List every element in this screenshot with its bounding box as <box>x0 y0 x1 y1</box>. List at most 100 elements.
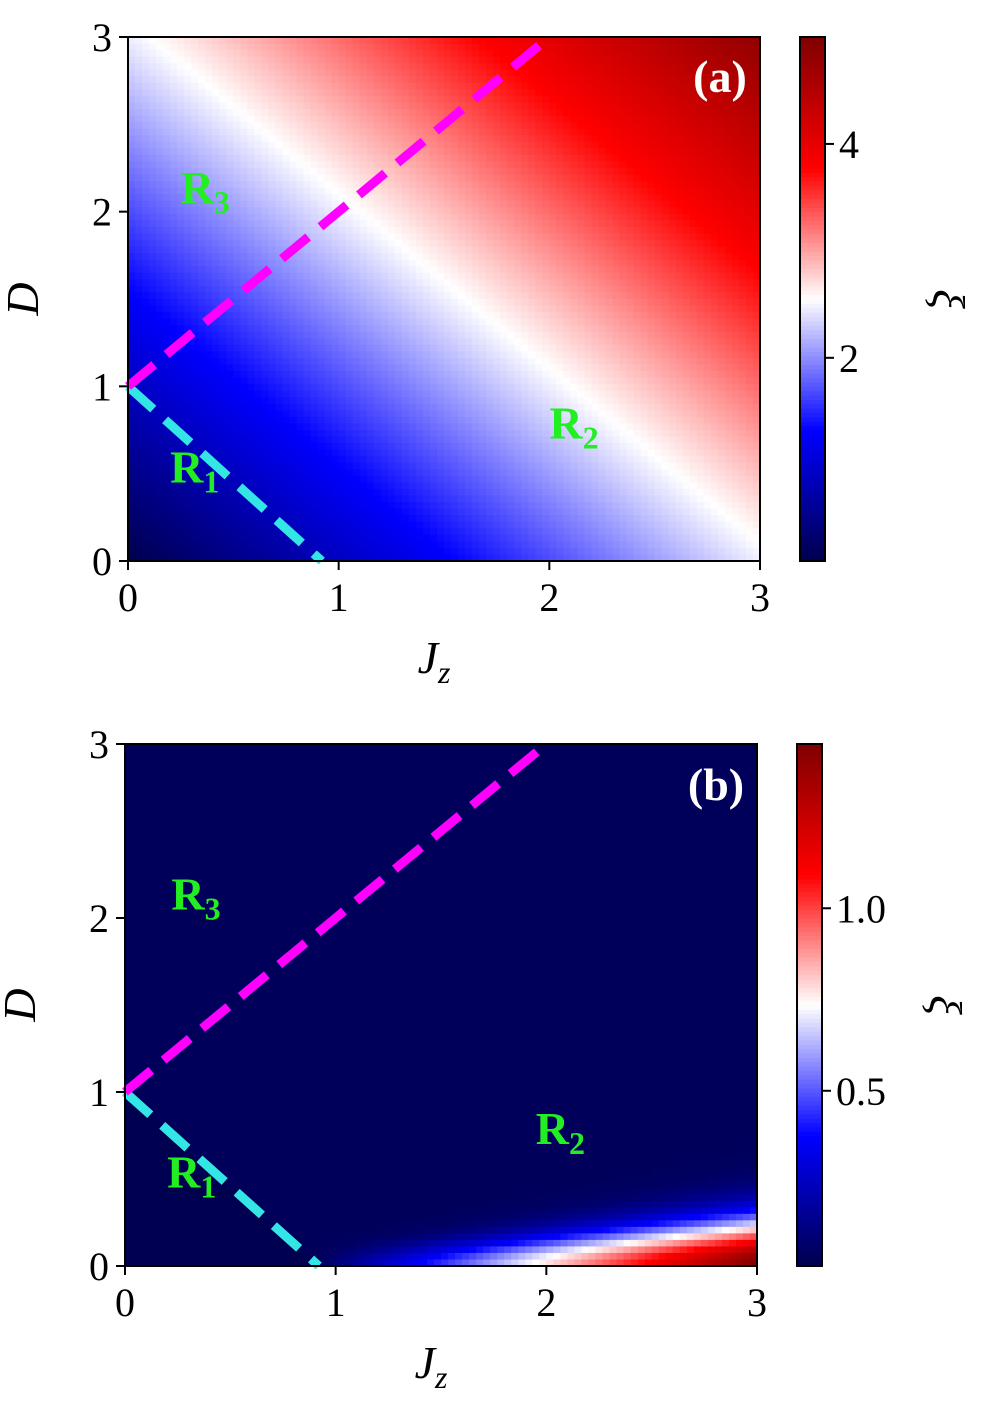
heatmap-cell <box>177 390 185 398</box>
heatmap-cell <box>226 141 234 149</box>
heatmap-cell <box>149 554 157 562</box>
heatmap-cell <box>170 436 178 444</box>
heatmap-cell <box>247 56 255 64</box>
heatmap-cell <box>156 82 164 90</box>
heatmap-cell <box>415 128 424 136</box>
heatmap-cell <box>247 76 255 84</box>
heatmap-cell <box>415 154 424 163</box>
heatmap-cell <box>465 226 473 235</box>
heatmap-cell <box>345 502 354 510</box>
heatmap-cell <box>500 403 508 411</box>
heatmap-cell <box>240 194 248 202</box>
heatmap-cell <box>472 312 480 320</box>
heatmap-cell <box>275 259 284 267</box>
heatmap-cell <box>317 515 326 523</box>
heatmap-cell <box>324 403 333 411</box>
heatmap-cell <box>556 43 564 51</box>
heatmap-cell <box>310 50 319 58</box>
heatmap-cell <box>563 109 571 117</box>
heatmap-cell <box>296 246 305 254</box>
heatmap-cell <box>205 95 213 104</box>
heatmap-cell <box>247 423 255 431</box>
heatmap-cell <box>387 187 396 195</box>
heatmap-cell <box>401 521 410 529</box>
heatmap-cell <box>324 390 333 398</box>
heatmap-cell <box>479 181 487 189</box>
heatmap-cell <box>514 82 522 90</box>
heatmap-cell <box>310 220 319 228</box>
heatmap-cell <box>429 213 438 221</box>
heatmap-cell <box>254 128 263 136</box>
heatmap-cell <box>549 390 557 398</box>
heatmap-cell <box>352 528 361 536</box>
heatmap-cell <box>142 128 150 136</box>
heatmap-cell <box>275 50 284 58</box>
heatmap-cell <box>233 285 241 294</box>
heatmap-cell <box>415 534 424 542</box>
heatmap-cell <box>458 168 466 176</box>
heatmap-cell <box>436 56 445 64</box>
heatmap-cell <box>394 187 403 195</box>
heatmap-cell <box>380 187 389 195</box>
heatmap-cell <box>373 102 382 110</box>
heatmap-cell <box>254 226 263 235</box>
heatmap-cell <box>247 357 255 366</box>
heatmap-cell <box>128 102 136 110</box>
heatmap-cell <box>135 351 143 359</box>
heatmap-cell <box>191 279 199 287</box>
heatmap-cell <box>556 200 564 208</box>
heatmap-cell <box>521 541 529 549</box>
heatmap-cell <box>542 279 550 287</box>
heatmap-cell <box>359 430 368 438</box>
heatmap-cell <box>303 37 312 45</box>
heatmap-cell <box>444 128 452 136</box>
heatmap-cell <box>444 76 452 84</box>
heatmap-cell <box>254 554 263 562</box>
heatmap-cell <box>549 495 557 503</box>
heatmap-cell <box>521 279 529 287</box>
heatmap-cell <box>142 246 150 254</box>
heatmap-cell <box>521 312 529 320</box>
heatmap-cell <box>444 109 452 117</box>
heatmap-cell <box>380 240 389 248</box>
heatmap-cell <box>128 410 136 418</box>
heatmap-cell <box>500 148 508 156</box>
heatmap-cell <box>373 331 382 339</box>
heatmap-cell <box>128 37 136 45</box>
heatmap-cell <box>184 364 192 372</box>
heatmap-cell <box>556 135 564 143</box>
heatmap-cell <box>394 207 403 215</box>
heatmap-cell <box>156 331 164 339</box>
heatmap-cell <box>156 462 164 470</box>
heatmap-cell <box>135 122 143 130</box>
heatmap-cell <box>387 299 396 307</box>
heatmap-cell <box>184 344 192 352</box>
heatmap-cell <box>535 521 543 529</box>
heatmap-cell <box>205 194 213 202</box>
heatmap-cell <box>275 462 284 470</box>
heatmap-cell <box>394 364 403 372</box>
heatmap-cell <box>549 331 557 339</box>
heatmap-cell <box>254 299 263 307</box>
heatmap-cell <box>465 312 473 320</box>
heatmap-cell <box>261 135 270 143</box>
heatmap-cell <box>359 305 368 313</box>
heatmap-cell <box>415 449 424 457</box>
heatmap-cell <box>233 469 241 477</box>
heatmap-cell <box>352 102 361 110</box>
heatmap-cell <box>226 253 234 261</box>
heatmap-cell <box>486 161 494 169</box>
heatmap-cell <box>142 469 150 477</box>
heatmap-cell <box>415 475 424 483</box>
heatmap-cell <box>465 357 473 366</box>
heatmap-cell <box>451 240 459 248</box>
heatmap-cell <box>436 43 445 51</box>
heatmap-cell <box>563 253 571 261</box>
heatmap-cell <box>142 449 150 457</box>
heatmap-cell <box>163 299 171 307</box>
heatmap-cell <box>282 82 291 90</box>
heatmap-cell <box>156 207 164 215</box>
heatmap-cell <box>142 305 150 313</box>
heatmap-cell <box>233 207 241 215</box>
heatmap-cell <box>542 397 550 405</box>
